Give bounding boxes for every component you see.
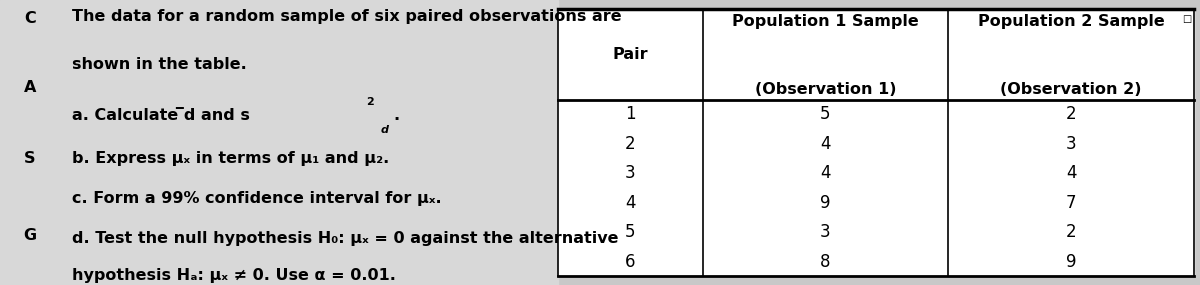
Text: The data for a random sample of six paired observations are: The data for a random sample of six pair… [72,9,622,24]
Text: 4: 4 [1066,164,1076,182]
Text: 4: 4 [820,135,830,153]
Text: 2: 2 [366,97,373,107]
Bar [558,9,1194,276]
Text: Pair: Pair [612,47,648,62]
Text: 2: 2 [1066,105,1076,123]
Text: (Observation 2): (Observation 2) [1001,82,1142,97]
Text: d. Test the null hypothesis H₀: μₓ = 0 against the alternative: d. Test the null hypothesis H₀: μₓ = 0 a… [72,231,618,246]
Text: hypothesis Hₐ: μₓ ≠ 0. Use α = 0.01.: hypothesis Hₐ: μₓ ≠ 0. Use α = 0.01. [72,268,396,283]
Text: □: □ [1182,14,1192,24]
Text: c. Form a 99% confidence interval for μₓ.: c. Form a 99% confidence interval for μₓ… [72,191,442,206]
Text: 2: 2 [625,135,636,153]
Text: 4: 4 [625,194,636,212]
Text: 3: 3 [820,223,830,241]
Text: d: d [380,125,389,135]
Text: G: G [24,228,36,243]
Text: 3: 3 [1066,135,1076,153]
Text: (Observation 1): (Observation 1) [755,82,896,97]
Text: A: A [24,80,36,95]
Text: 3: 3 [625,164,636,182]
Text: 5: 5 [820,105,830,123]
Text: 7: 7 [1066,194,1076,212]
Text: 8: 8 [820,253,830,271]
Text: 9: 9 [1066,253,1076,271]
Text: 9: 9 [820,194,830,212]
Text: .: . [394,108,400,123]
Text: S: S [24,151,36,166]
Text: 2: 2 [1066,223,1076,241]
Text: 4: 4 [820,164,830,182]
Text: 1: 1 [625,105,636,123]
Text: 6: 6 [625,253,636,271]
Text: Population 2 Sample: Population 2 Sample [978,14,1164,29]
Text: 5: 5 [625,223,636,241]
Text: a. Calculate ̅d and s: a. Calculate ̅d and s [72,108,250,123]
Text: b. Express μₓ in terms of μ₁ and μ₂.: b. Express μₓ in terms of μ₁ and μ₂. [72,151,389,166]
Text: C: C [24,11,36,27]
Text: Population 1 Sample: Population 1 Sample [732,14,919,29]
Bar [0,0,558,285]
Text: shown in the table.: shown in the table. [72,57,247,72]
